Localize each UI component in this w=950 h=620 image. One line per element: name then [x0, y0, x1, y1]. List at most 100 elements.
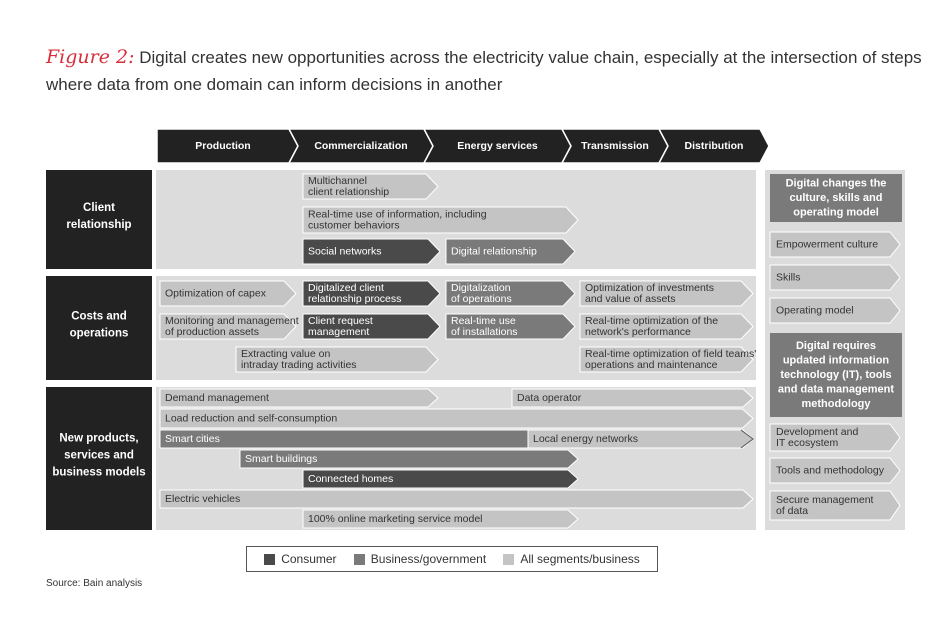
initiative-chevron — [239, 449, 579, 469]
initiative-chevron — [445, 238, 576, 265]
initiative-chevron — [445, 280, 576, 307]
row-label-box — [46, 276, 152, 380]
initiative-label: Digitalized client — [308, 282, 384, 294]
value-chain-label: Transmission — [581, 140, 649, 152]
row-label-box — [46, 387, 152, 530]
side-panel-item-label: Operating model — [776, 304, 854, 316]
side-panel-title: updated information — [783, 354, 890, 366]
value-chain-label: Distribution — [685, 140, 744, 152]
initiative-chevron — [159, 388, 439, 408]
value-chain-label: Energy services — [457, 140, 538, 152]
row-label-box — [46, 170, 152, 269]
initiative-label: Real-time use of information, including — [308, 208, 487, 220]
initiative-chevron — [159, 489, 754, 509]
source-note: Source: Bain analysis — [46, 578, 143, 589]
initiative-chevron — [302, 280, 441, 307]
initiative-label: Optimization of investments — [585, 282, 714, 294]
initiative-chevron — [302, 313, 441, 340]
initiative-label: Multichannel — [308, 175, 367, 187]
initiative-label: Local energy networks — [533, 433, 638, 445]
initiative-label: Data operator — [517, 392, 582, 404]
initiative-label: Extracting value on — [241, 348, 330, 360]
initiative-chevron — [579, 346, 754, 373]
initiative-label: of operations — [451, 293, 512, 305]
initiative-label: intraday trading activities — [241, 359, 357, 371]
initiative-label: of installations — [451, 326, 518, 338]
side-panel-title: methodology — [801, 398, 871, 410]
initiative-label: Electric vehicles — [165, 493, 240, 505]
row-label: New products, services and business models — [52, 433, 145, 479]
legend-label: All segments/business — [520, 552, 640, 566]
side-panel-item-label: Development and — [776, 426, 858, 438]
initiative-chevron — [302, 469, 579, 489]
side-panel-item-label: Empowerment culture — [776, 238, 878, 250]
side-panel-title: culture, skills and — [790, 192, 883, 204]
row-label-line: operations — [70, 328, 129, 340]
initiative-label: Smart buildings — [245, 453, 317, 465]
side-panel-item — [769, 264, 901, 291]
side-panel-item — [769, 231, 901, 258]
initiative-chevron — [159, 280, 297, 307]
initiative-label: 100% online marketing service model — [308, 513, 483, 525]
side-panel-item-label: IT ecosystem — [776, 437, 838, 449]
initiative-label: customer behaviors — [308, 219, 400, 231]
local-energy-tip — [740, 429, 754, 449]
initiative-label: and value of assets — [585, 293, 675, 305]
initiative-chevron — [159, 408, 754, 429]
side-panel-title: technology (IT), tools — [780, 369, 891, 381]
side-panel-item — [769, 457, 901, 484]
initiative-chevron — [159, 313, 297, 340]
initiative-chevron — [579, 280, 754, 307]
value-chain-step — [657, 128, 770, 164]
side-panel-title-box — [770, 333, 902, 417]
side-panel-item-label: Secure management — [776, 494, 874, 506]
initiative-label: Optimization of capex — [165, 287, 267, 299]
side-panel-item — [769, 423, 901, 452]
side-panel-item-label: Tools and methodology — [776, 464, 885, 476]
side-panel-title: operating model — [793, 206, 879, 218]
initiative-label: Client request — [308, 315, 373, 327]
initiative-label: operations and maintenance — [585, 359, 718, 371]
figure-title: Figure 2: Digital creates new opportunit… — [46, 44, 926, 98]
initiative-chevron — [511, 388, 754, 408]
initiative-label: Digitalization — [451, 282, 511, 294]
row-label: Costs and operations — [70, 311, 129, 340]
initiative-label: network's performance — [585, 326, 691, 338]
legend-item-consumer: Consumer — [264, 552, 337, 566]
initiative-chevron — [159, 429, 579, 449]
legend-label: Business/government — [370, 552, 487, 566]
initiative-chevron — [302, 238, 441, 265]
initiative-label: management — [308, 326, 369, 338]
initiative-label: of production assets — [165, 326, 259, 338]
value-chain-label: Production — [195, 140, 250, 152]
initiative-chevron — [235, 346, 439, 373]
initiative-chevron — [527, 429, 754, 449]
initiative-chevron — [445, 313, 576, 340]
initiative-chevron — [302, 173, 439, 200]
figure-title-text: Digital creates new opportunities across… — [46, 48, 922, 94]
legend-swatch-business — [353, 553, 365, 565]
row-label-line: Costs and — [71, 311, 127, 323]
row-label-line: services and — [64, 450, 134, 462]
initiative-label: Connected homes — [308, 473, 393, 485]
side-panel-item — [769, 297, 901, 324]
legend: Consumer Business/government All segment… — [246, 546, 658, 572]
side-panel-title-box — [770, 174, 902, 222]
initiative-label: Real-time optimization of field teams' — [585, 348, 756, 360]
initiative-chevron — [302, 206, 579, 234]
row-label-line: relationship — [66, 219, 131, 231]
row-label: Client relationship — [66, 202, 131, 231]
initiative-label: Real-time optimization of the — [585, 315, 718, 327]
initiative-label: Digital relationship — [451, 245, 537, 257]
initiative-label: Load reduction and self-consumption — [165, 412, 337, 424]
side-panel-title: and data management — [778, 383, 894, 395]
side-panel-item-label: of data — [776, 505, 808, 517]
initiative-label: Real-time use — [451, 315, 516, 327]
initiative-label: Social networks — [308, 245, 382, 257]
legend-swatch-consumer — [264, 553, 276, 565]
initiative-label: client relationship — [308, 186, 389, 198]
side-panel-title: Digital changes the — [786, 177, 887, 189]
row-label-line: business models — [52, 467, 145, 479]
side-panel-item-label: Skills — [776, 271, 801, 283]
